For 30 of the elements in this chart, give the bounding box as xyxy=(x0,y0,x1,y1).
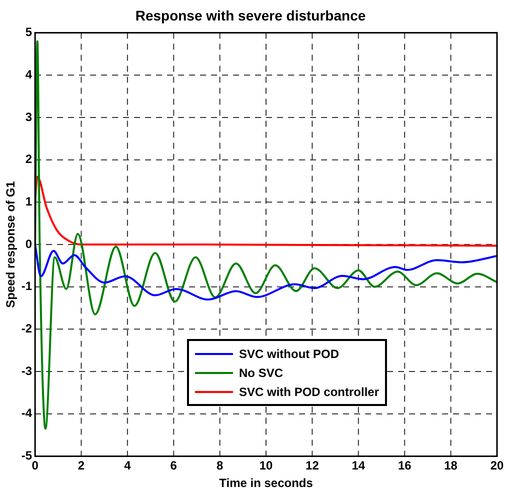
x-tick-label: 16 xyxy=(398,458,412,473)
x-tick-label: 14 xyxy=(352,458,366,473)
line-series xyxy=(35,40,497,430)
y-tick-label: -3 xyxy=(21,364,32,378)
legend-label: SVC with POD controller xyxy=(239,384,380,399)
chart-title: Response with severe disturbance xyxy=(135,7,366,24)
x-tick-label: 6 xyxy=(170,458,178,473)
y-tick-label: 0 xyxy=(25,236,32,251)
y-tick-label: 1 xyxy=(25,194,32,208)
y-tick-label: -4 xyxy=(21,406,32,420)
legend-label: SVC without POD xyxy=(239,346,339,361)
y-tick-label: -5 xyxy=(21,448,32,463)
x-tick-label: 2 xyxy=(78,458,85,473)
x-tick-label: 20 xyxy=(490,458,504,473)
x-tick-label: 18 xyxy=(444,458,458,473)
line-series xyxy=(35,176,497,247)
x-tick-label: 8 xyxy=(216,458,224,473)
x-tick-label: 4 xyxy=(124,458,132,473)
y-tick-label: 4 xyxy=(25,67,32,82)
line-series xyxy=(35,244,497,301)
x-tick-label: 12 xyxy=(306,458,320,473)
x-tick-label: 10 xyxy=(259,458,274,473)
x-axis-title: Time in seconds xyxy=(219,476,314,490)
y-axis-title: Speed response of G1 xyxy=(4,180,18,308)
y-tick-label: 5 xyxy=(25,25,32,40)
y-tick-label: -2 xyxy=(21,321,32,336)
y-tick-label: 2 xyxy=(25,152,32,166)
y-tick-label: -1 xyxy=(21,279,32,294)
y-tick-label: 3 xyxy=(25,110,32,124)
legend-label: No SVC xyxy=(239,366,284,380)
